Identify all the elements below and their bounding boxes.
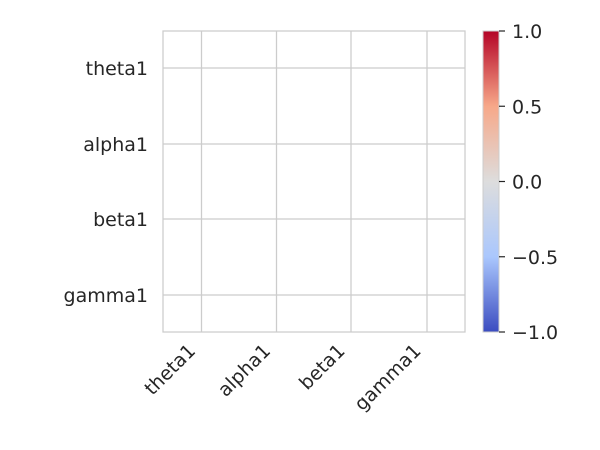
y-tick-label-theta1: theta1 [86,58,148,80]
x-tick-label-alpha1: alpha1 [214,340,275,401]
y-gridlines [163,67,465,296]
x-gridlines [200,31,428,332]
colorbar [482,30,500,333]
colorbar-tick-label: 0.5 [512,96,542,118]
x-tick-label-theta1: theta1 [140,340,200,400]
y-tick-labels: theta1 alpha1 beta1 gamma1 [64,58,148,307]
x-tick-label-gamma1: gamma1 [350,340,425,415]
colorbar-tick-label: −0.5 [512,247,558,269]
colorbar-ticks: 1.0 0.5 0.0 −0.5 −1.0 [499,21,558,344]
colorbar-tick-label: 0.0 [512,172,542,194]
y-tick-label-gamma1: gamma1 [64,285,148,307]
x-tick-labels: theta1 alpha1 beta1 gamma1 [140,340,425,415]
x-tick-label-beta1: beta1 [295,340,349,394]
y-tick-label-alpha1: alpha1 [83,134,148,156]
colorbar-tick-label: 1.0 [512,21,542,43]
plot-area [162,30,466,333]
y-tick-label-beta1: beta1 [93,209,148,231]
colorbar-tick-label: −1.0 [512,322,558,344]
